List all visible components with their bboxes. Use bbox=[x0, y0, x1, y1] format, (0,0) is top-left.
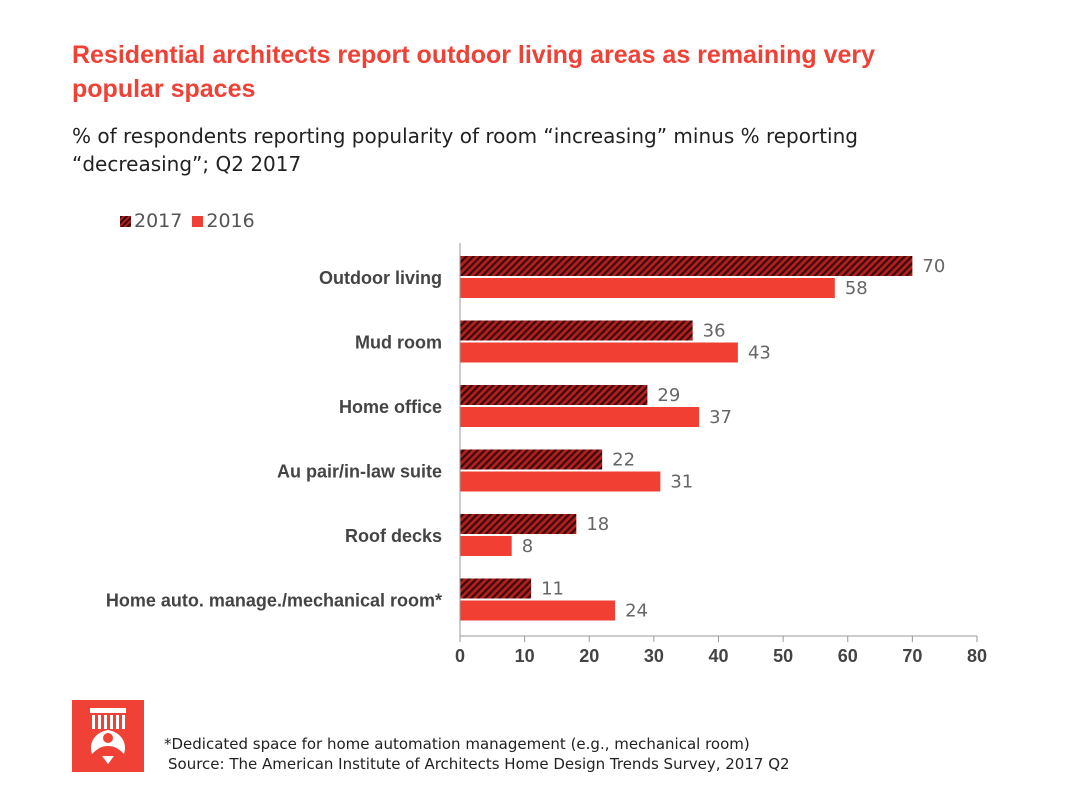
x-tick-label: 0 bbox=[455, 646, 465, 666]
bar-2017 bbox=[460, 449, 603, 470]
category-label: Mud room bbox=[355, 332, 442, 352]
bar-2016 bbox=[460, 342, 738, 363]
bar-2016 bbox=[460, 407, 700, 427]
eagle-column-icon bbox=[90, 708, 126, 764]
data-label-2017: 22 bbox=[612, 450, 635, 471]
footnote-text: *Dedicated space for home automation man… bbox=[164, 735, 750, 753]
chart-subtitle: % of respondents reporting popularity of… bbox=[72, 124, 858, 176]
aia-logo bbox=[72, 700, 144, 772]
data-label-2016: 24 bbox=[625, 601, 648, 622]
data-label-2016: 43 bbox=[748, 343, 771, 364]
x-tick-label: 70 bbox=[902, 646, 922, 666]
legend-swatch-2016 bbox=[192, 215, 204, 227]
bar-2017 bbox=[460, 578, 532, 599]
data-label-2016: 37 bbox=[709, 407, 732, 428]
bar-2016 bbox=[460, 471, 661, 492]
category-label: Home auto. manage./mechanical room* bbox=[106, 590, 442, 610]
bar-2016 bbox=[460, 600, 616, 621]
legend-label-2016: 2016 bbox=[206, 210, 255, 232]
legend-item-2016: 2016 bbox=[192, 210, 255, 232]
category-label: Au pair/in-law suite bbox=[277, 461, 442, 481]
x-tick-label: 40 bbox=[708, 646, 728, 666]
x-tick-label: 60 bbox=[838, 646, 858, 666]
bar-2017 bbox=[460, 256, 913, 276]
data-label-2016: 8 bbox=[522, 536, 533, 557]
bar-2016 bbox=[460, 278, 835, 298]
legend-swatch-2017 bbox=[120, 215, 131, 227]
data-label-2017: 36 bbox=[703, 321, 726, 342]
bar-2017 bbox=[460, 385, 648, 405]
source-text: Source: The American Institute of Archit… bbox=[168, 755, 790, 773]
data-label-2017: 70 bbox=[922, 256, 945, 277]
bar-2017 bbox=[460, 320, 693, 341]
data-label-2017: 29 bbox=[657, 385, 680, 406]
category-label: Roof decks bbox=[345, 526, 442, 546]
bar-2017 bbox=[460, 514, 577, 534]
legend-label-2017: 2017 bbox=[134, 210, 183, 232]
data-label-2016: 58 bbox=[845, 278, 868, 299]
x-tick-label: 20 bbox=[579, 646, 599, 666]
data-label-2017: 18 bbox=[586, 514, 609, 535]
category-label: Outdoor living bbox=[319, 268, 442, 288]
x-tick-label: 50 bbox=[773, 646, 793, 666]
legend-item-2017: 2017 bbox=[120, 210, 182, 232]
footnote-block: *Dedicated space for home automation man… bbox=[164, 734, 924, 774]
data-label-2016: 31 bbox=[670, 472, 693, 493]
bar-2016 bbox=[460, 536, 512, 556]
legend: 2017 2016 bbox=[120, 210, 265, 232]
x-tick-label: 80 bbox=[967, 646, 987, 666]
chart-title: Residential architects report outdoor li… bbox=[72, 41, 876, 103]
data-label-2017: 11 bbox=[541, 579, 564, 600]
x-tick-label: 10 bbox=[515, 646, 535, 666]
category-label: Home office bbox=[339, 397, 442, 417]
x-tick-label: 30 bbox=[644, 646, 664, 666]
